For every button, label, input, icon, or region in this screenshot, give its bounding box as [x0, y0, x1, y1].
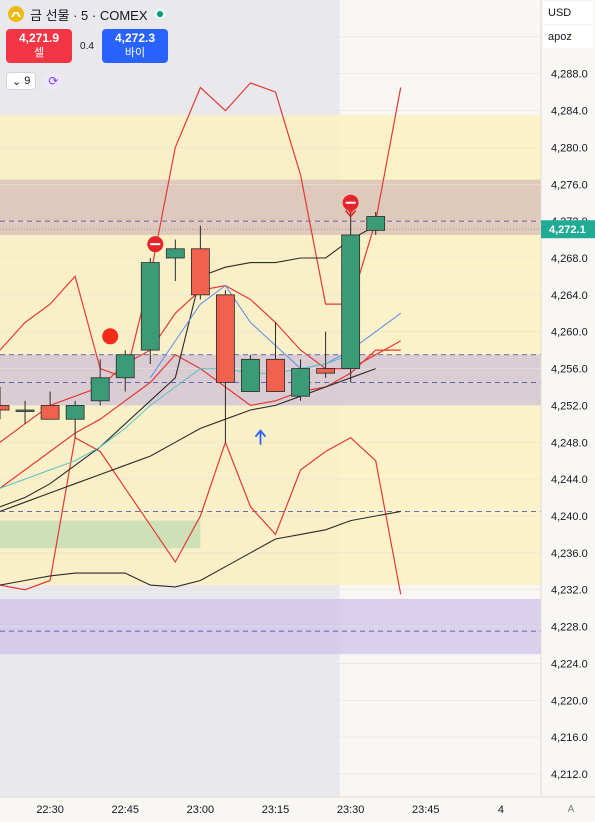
zone-band	[0, 520, 201, 549]
candle-body	[341, 234, 361, 369]
trade-panel: 4,271.9 셀 0.4 4,272.3 바이	[6, 29, 168, 63]
series-line-red	[0, 436, 402, 595]
up-arrow-icon	[254, 429, 267, 445]
candle-body	[316, 368, 336, 374]
y-tick-label: 4,228.0	[551, 622, 588, 634]
zone-band	[0, 179, 541, 235]
candle-body	[40, 405, 60, 420]
candle	[241, 354, 260, 392]
candle	[316, 331, 336, 378]
x-tick-label: 23:00	[187, 804, 215, 816]
auto-scale-button[interactable]: A	[567, 804, 575, 815]
y-tick-label: 4,212.0	[551, 769, 588, 781]
signal-dash	[345, 201, 356, 204]
candle	[15, 400, 35, 424]
y-tick-label: 4,248.0	[551, 437, 588, 449]
indicators-toggle-button[interactable]: ⌄ 9	[6, 72, 37, 90]
last-price-label: 4,272.1	[549, 224, 586, 236]
candle-body	[115, 354, 135, 379]
spread-value: 0.4	[80, 40, 94, 52]
candle	[90, 359, 110, 406]
x-tick-label: 22:30	[36, 804, 64, 816]
candle	[190, 225, 210, 300]
candle-body	[15, 409, 35, 412]
y-tick-label: 4,280.0	[551, 142, 588, 154]
x-tick-label: 23:45	[412, 804, 440, 816]
y-tick-label: 4,224.0	[551, 658, 588, 670]
x-tick-label: 4	[498, 804, 504, 816]
y-tick-label: 4,268.0	[551, 253, 588, 265]
buy-label: 바이	[124, 47, 146, 59]
price-axis-background	[541, 0, 595, 817]
candle-body	[140, 262, 160, 351]
symbol-header[interactable]: 금 선물 · 5 · COMEX	[0, 0, 166, 28]
candle-body	[241, 358, 260, 392]
candle-body	[0, 405, 10, 411]
indicator-count: 9	[24, 75, 31, 87]
candle	[366, 211, 386, 235]
candle-body	[291, 368, 310, 397]
down-arrow-icon	[345, 206, 357, 218]
candle	[216, 290, 235, 443]
series-line-black	[0, 368, 376, 512]
last-price-tag	[541, 220, 595, 239]
x-tick-label: 23:30	[337, 804, 365, 816]
sell-button[interactable]: 4,271.9 셀	[6, 29, 72, 63]
symbol-title[interactable]: 금 선물 · 5 · COMEX	[30, 7, 148, 23]
buy-price: 4,272.3	[114, 31, 156, 45]
indicator-bar: ⌄ 9 ⟳	[6, 72, 63, 90]
candle	[140, 257, 160, 364]
y-tick-label: 4,288.0	[551, 69, 588, 81]
buy-button[interactable]: 4,272.3 바이	[102, 29, 168, 63]
market-open-icon	[153, 8, 166, 20]
candle-body	[366, 216, 386, 231]
sync-icon[interactable]: ⟳	[44, 72, 63, 90]
y-tick-label: 4,232.0	[551, 585, 588, 597]
series-line-black	[0, 510, 401, 588]
y-tick-label: 4,264.0	[551, 290, 588, 302]
candle-body	[90, 377, 110, 402]
gold-logo-icon	[8, 6, 24, 22]
scale-mode-selector[interactable]: apoz	[543, 26, 593, 48]
sell-signal-marker	[147, 236, 164, 253]
y-tick-label: 4,276.0	[551, 179, 588, 191]
signal-dash	[150, 243, 161, 246]
candle	[291, 359, 310, 401]
candle-body	[266, 358, 285, 392]
y-tick-label: 4,284.0	[551, 106, 588, 118]
y-tick-label: 4,236.0	[551, 548, 588, 560]
candle-body	[65, 405, 85, 420]
chevron-down-icon: ⌄	[12, 75, 22, 88]
series-line-black	[0, 225, 376, 508]
y-tick-label: 4,256.0	[551, 364, 588, 376]
sell-label: 셀	[33, 47, 45, 59]
signal-dot-marker	[102, 328, 119, 345]
candle	[65, 400, 85, 438]
y-tick-label: 4,216.0	[551, 732, 588, 744]
candle	[40, 391, 60, 420]
candle	[266, 322, 285, 392]
time-axis-background	[0, 797, 595, 817]
currency-selector[interactable]: USD	[543, 2, 593, 24]
x-tick-label: 23:15	[262, 804, 290, 816]
x-tick-label: 22:45	[111, 804, 139, 816]
y-tick-label: 4,252.0	[551, 400, 588, 412]
y-tick-label: 4,260.0	[551, 327, 588, 339]
candle	[0, 386, 10, 420]
candle-body	[216, 294, 235, 383]
y-tick-label: 4,244.0	[551, 474, 588, 486]
candle	[165, 239, 185, 282]
candle-body	[190, 248, 210, 296]
y-tick-label: 4,240.0	[551, 511, 588, 523]
series-line-red	[0, 82, 402, 379]
candle-body	[165, 248, 185, 259]
sell-signal-marker	[342, 194, 359, 211]
sell-price: 4,271.9	[18, 31, 60, 45]
candle	[115, 350, 135, 392]
y-tick-label: 4,220.0	[551, 695, 588, 707]
candle	[341, 211, 361, 383]
